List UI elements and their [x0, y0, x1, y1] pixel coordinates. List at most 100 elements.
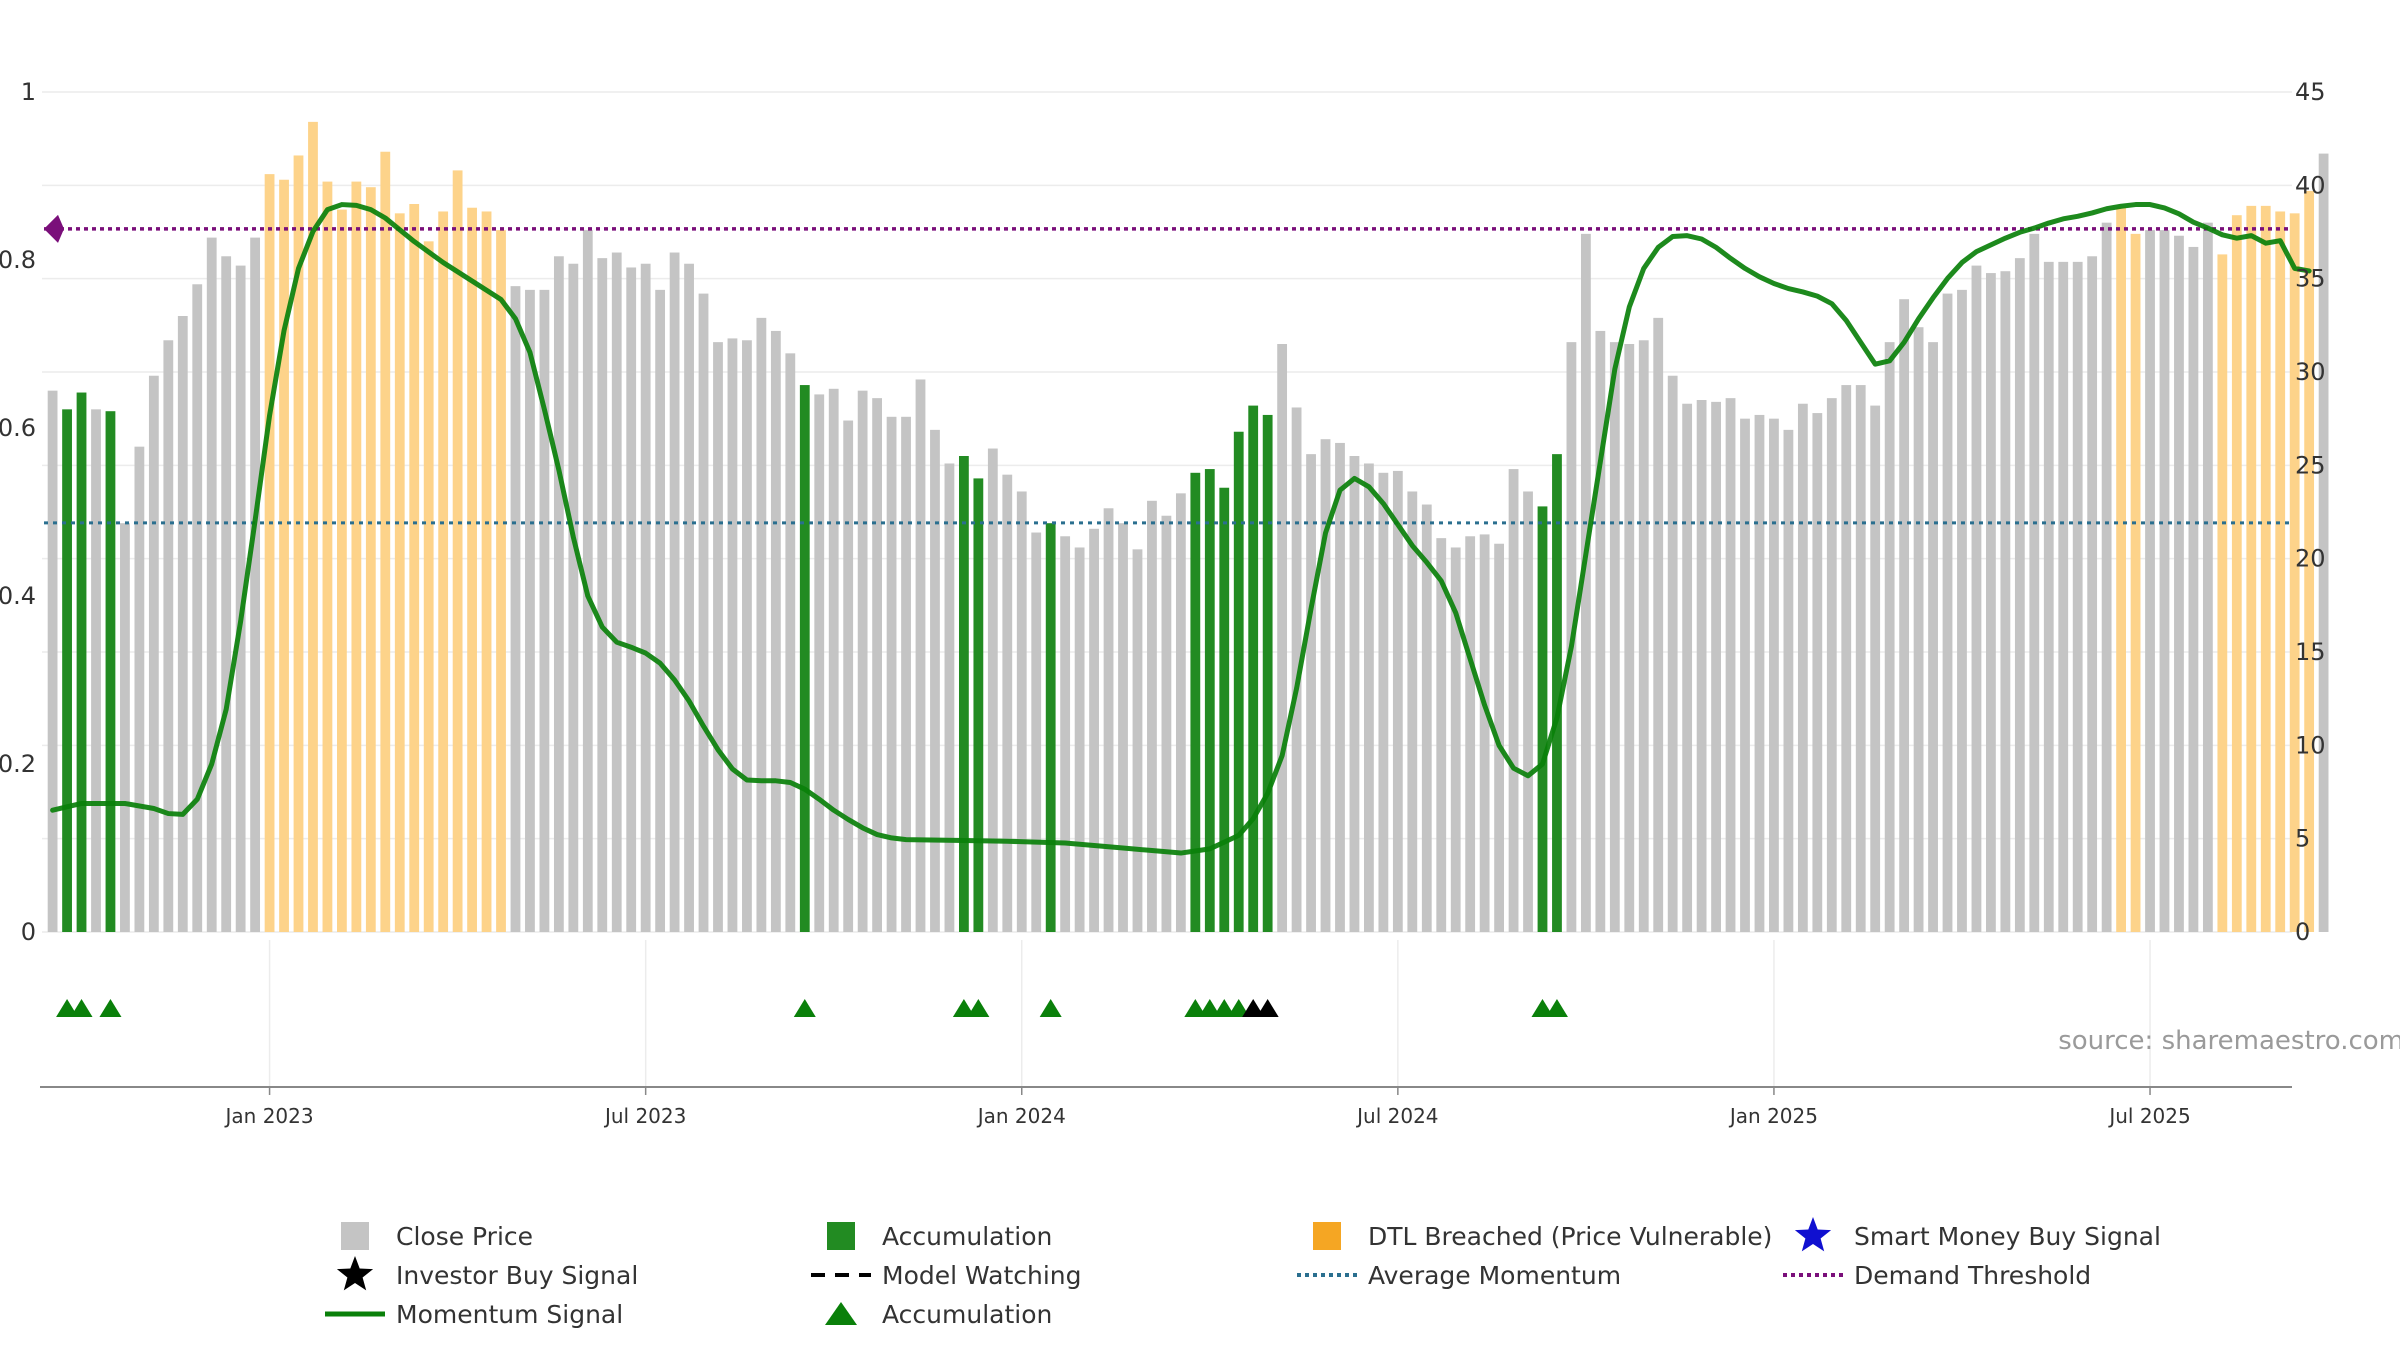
close-price-bar [1523, 491, 1533, 932]
legend-item: Smart Money Buy Signal [1794, 1217, 2161, 1252]
close-price-bar [872, 398, 883, 933]
accumulation-bar [1190, 472, 1201, 932]
legend-item: DTL Breached (Price Vulnerable) [1313, 1222, 1772, 1251]
dtl-breached-bar [322, 181, 333, 933]
close-price-bar [1855, 385, 1866, 933]
close-price-bar [1667, 375, 1678, 932]
close-price-bar [1928, 342, 1938, 933]
accumulation-marker [1545, 999, 1568, 1017]
close-price-bar [2159, 230, 2170, 933]
close-price-bar [915, 379, 926, 932]
close-price-bar [1740, 418, 1750, 933]
dtl-breached-bar [264, 174, 275, 933]
dtl-breached-bar [423, 241, 434, 933]
demand-threshold-diamond [44, 214, 64, 243]
close-price-bar [1147, 500, 1157, 932]
close-price-bar [2043, 261, 2054, 932]
y-right-tick-label: 30 [2295, 358, 2326, 386]
close-price-bar [235, 265, 246, 933]
close-price-bar [742, 340, 752, 932]
dtl-breached-bar [409, 204, 420, 932]
accumulation-marker [952, 999, 975, 1017]
y-right-tick-label: 45 [2295, 78, 2326, 106]
close-price-bar [2318, 153, 2329, 933]
close-price-bar [1595, 330, 1606, 932]
close-price-bar [1031, 532, 1042, 932]
close-price-bar [192, 284, 203, 932]
legend-star-icon [336, 1256, 374, 1291]
legend-item: Momentum Signal [325, 1300, 623, 1329]
close-price-bar [1653, 317, 1664, 932]
legend-label: Investor Buy Signal [396, 1261, 638, 1290]
dtl-breached-bar [496, 230, 506, 933]
close-price-bar [1986, 273, 1996, 933]
dtl-breached-bar [293, 155, 304, 932]
legend-item: Average Momentum [1297, 1261, 1621, 1290]
close-price-bar [1392, 470, 1403, 932]
momentum-signal-line [50, 202, 2312, 856]
legend-item: Close Price [341, 1222, 533, 1251]
accumulation-bar [973, 478, 984, 932]
close-price-bar [1624, 344, 1635, 932]
close-price-bar [2014, 258, 2025, 933]
close-price-bar [582, 230, 593, 933]
y-right-tick-label: 15 [2295, 638, 2326, 666]
close-price-bar [944, 463, 955, 932]
accumulation-marker [1039, 999, 1062, 1017]
close-price-bar [2188, 246, 2199, 932]
close-price-bar [1175, 493, 1186, 932]
legend-label: Close Price [396, 1222, 533, 1251]
close-price-bar [1682, 403, 1693, 932]
dtl-breached-bar [2217, 254, 2228, 932]
dtl-breached-bar [481, 211, 492, 932]
close-price-bar [1580, 233, 1591, 932]
close-price-bar [2000, 271, 2011, 932]
close-price-bar [1364, 463, 1374, 932]
y-right-tick-label: 35 [2295, 265, 2326, 293]
legend-swatch [341, 1222, 369, 1250]
accumulation-marker [1213, 999, 1236, 1017]
close-price-bar [1494, 543, 1504, 932]
dtl-breached-bar [394, 213, 405, 933]
close-price-bar [1884, 342, 1895, 933]
close-price-bar [1942, 293, 1953, 933]
legend-triangle-icon [825, 1302, 857, 1325]
accumulation-marker [1198, 999, 1221, 1017]
close-price-bar [2101, 222, 2112, 932]
close-price-bar [221, 256, 232, 932]
legend-label: DTL Breached (Price Vulnerable) [1368, 1222, 1772, 1251]
close-price-bar [1754, 414, 1765, 932]
close-price-bar [2029, 233, 2040, 932]
accumulation-bar [1045, 523, 1056, 932]
accumulation-bar [958, 456, 969, 932]
close-price-bar [1002, 474, 1013, 932]
close-price-bar [655, 289, 666, 932]
x-tick-label: Jul 2025 [2107, 1104, 2190, 1128]
close-price-bar [901, 416, 911, 932]
dtl-breached-bar [2116, 207, 2126, 932]
close-price-bar [814, 394, 825, 932]
legend-star-icon [1794, 1217, 1832, 1252]
close-price-bar [886, 416, 897, 932]
close-price-bar [206, 237, 217, 933]
close-price-bar [553, 256, 564, 932]
close-price-bar [727, 338, 738, 932]
close-price-bar [525, 289, 535, 932]
close-price-bar [2072, 261, 2083, 932]
y-right-tick-label: 25 [2295, 451, 2326, 479]
close-price-bar [1291, 407, 1302, 932]
y-left-tick-label: 0.4 [0, 582, 36, 610]
accumulation-marker [99, 999, 122, 1017]
close-price-bar [2087, 256, 2098, 932]
close-price-bar [1118, 523, 1128, 932]
close-price-bar [1465, 536, 1476, 932]
close-price-bar [930, 429, 940, 932]
dtl-breached-bar [279, 179, 289, 932]
close-price-bar [1797, 403, 1808, 932]
accumulation-bar [105, 411, 116, 932]
close-price-bar [1450, 547, 1461, 932]
dtl-breached-bar [2260, 205, 2271, 932]
close-price-bar [1696, 400, 1707, 932]
close-price-bar [1421, 504, 1432, 932]
legend-swatch [1313, 1222, 1341, 1250]
